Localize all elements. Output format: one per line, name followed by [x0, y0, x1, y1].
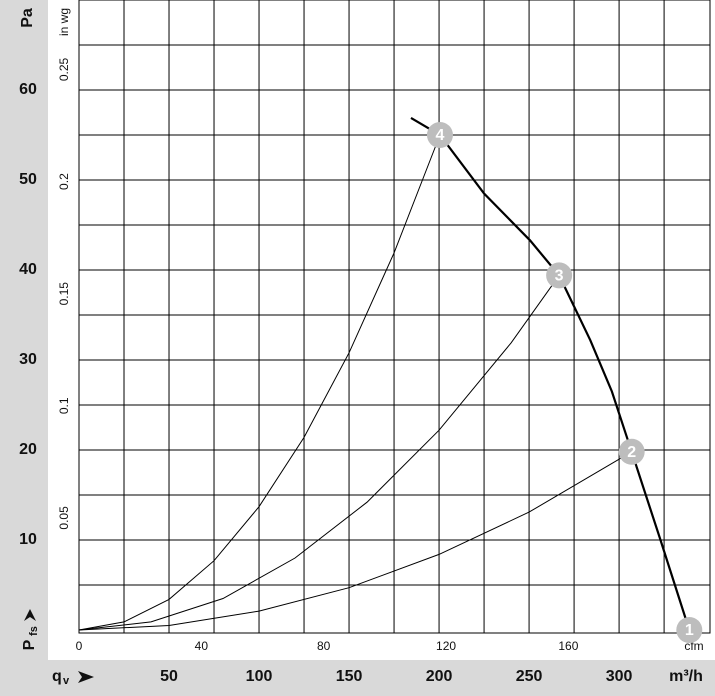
operating-point-label: 1 — [685, 622, 694, 639]
x-tick-label: 300 — [606, 668, 633, 685]
y2-tick-label: 0.1 — [57, 397, 71, 414]
operating-point-label: 4 — [436, 127, 445, 144]
y2-tick-label: 0.05 — [57, 506, 71, 530]
bottom-band — [0, 660, 715, 696]
x-tick-label: 200 — [426, 668, 453, 685]
y2-tick-label: 0.15 — [57, 282, 71, 306]
x-label: m³/h — [669, 668, 703, 685]
x-tick-label: 150 — [336, 668, 363, 685]
y-tick-label: 10 — [19, 531, 37, 548]
pressure-sub: fs — [28, 626, 40, 636]
y2-tick-label: 0.2 — [57, 173, 71, 190]
flow-main: q — [52, 668, 62, 685]
curve — [78, 275, 560, 631]
arrow — [24, 609, 36, 621]
x2-tick-label: 160 — [558, 639, 578, 653]
operating-point-label: 3 — [555, 268, 564, 285]
y-label: Pa — [19, 8, 36, 28]
pressure-symbol: P fs — [21, 609, 40, 650]
y-tick-label: 40 — [19, 261, 37, 278]
operating-point: 1 — [676, 617, 703, 643]
y2-tick-label: 0.25 — [57, 57, 71, 81]
x-tick-label: 100 — [246, 668, 273, 685]
operating-point-marker — [618, 438, 645, 465]
curve — [78, 451, 632, 631]
x2-tick-label: 40 — [195, 639, 209, 653]
pressure-main: P — [21, 639, 38, 650]
y-tick-label: 20 — [19, 441, 37, 458]
operating-point-marker — [546, 262, 573, 289]
operating-point-marker — [426, 122, 453, 148]
flow-symbol: q v — [52, 668, 94, 687]
y-tick-label: 30 — [19, 351, 37, 368]
y-tick-label: 50 — [19, 171, 37, 188]
left-band — [0, 0, 48, 696]
operating-point: 2 — [618, 438, 645, 465]
operating-point: 4 — [426, 122, 453, 148]
y-tick-label: 60 — [19, 81, 37, 98]
x2-tick-label: 80 — [317, 639, 331, 653]
x2-tick-label: 120 — [436, 639, 456, 653]
flow-sub: v — [63, 675, 70, 687]
arrow — [78, 671, 94, 683]
x2-tick-label: 0 — [76, 639, 83, 653]
curve — [78, 134, 441, 631]
operating-point-label: 2 — [627, 444, 636, 461]
operating-point-marker — [676, 617, 703, 643]
x-tick-label: 250 — [516, 668, 543, 685]
operating-point: 3 — [546, 262, 573, 289]
curve — [410, 116, 691, 631]
y2-label: in wg — [57, 8, 71, 36]
x-tick-label: 50 — [160, 668, 178, 685]
